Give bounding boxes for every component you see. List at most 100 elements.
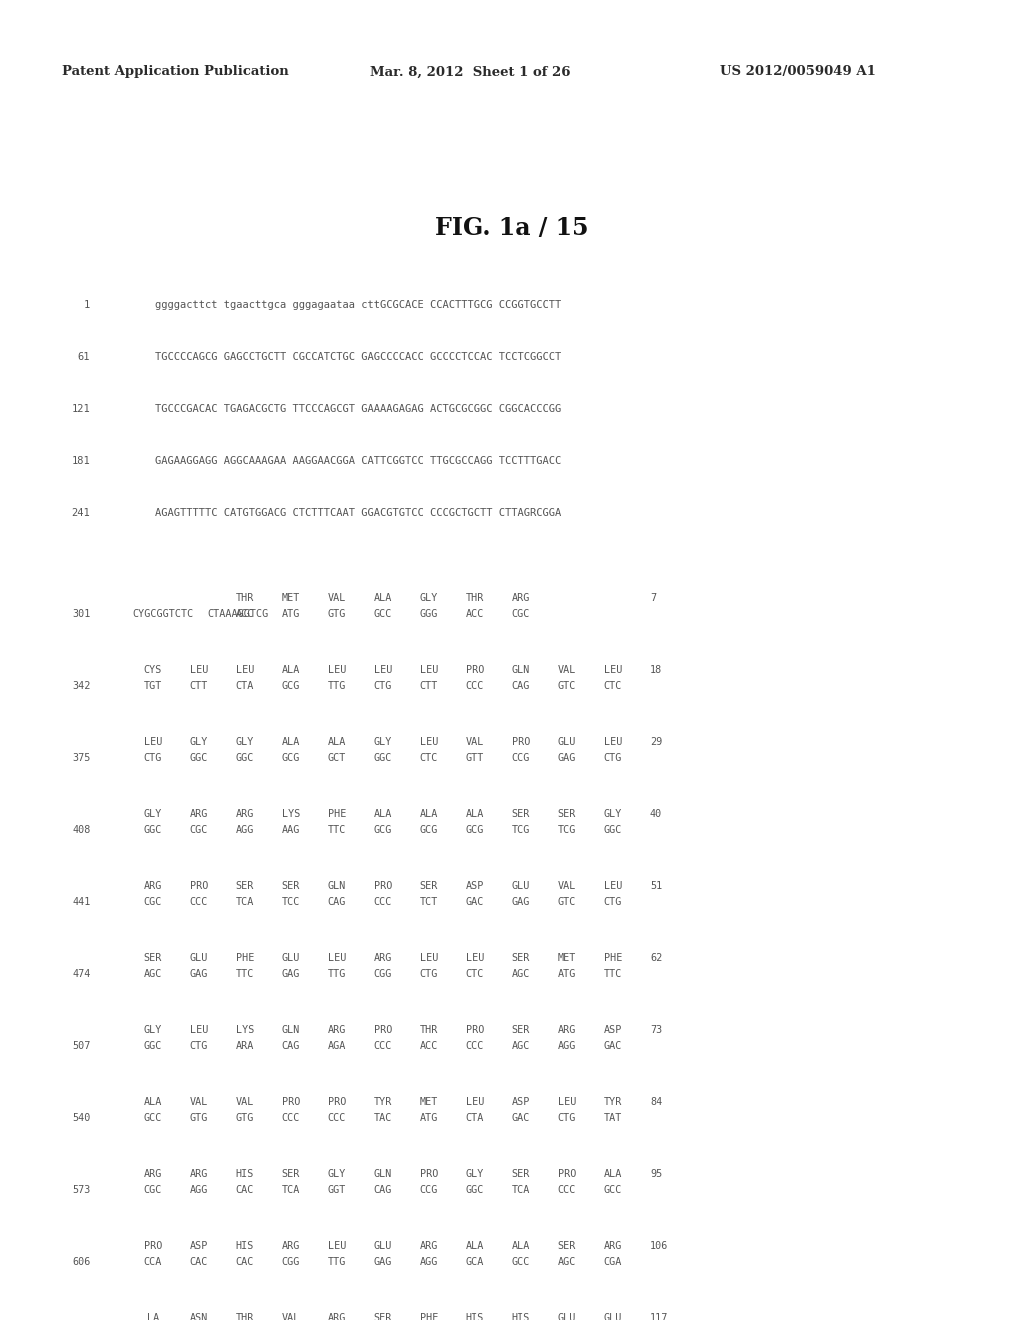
Text: ALA: ALA xyxy=(282,665,300,675)
Text: ATG: ATG xyxy=(282,609,300,619)
Text: CTG: CTG xyxy=(604,752,623,763)
Text: SER: SER xyxy=(282,880,300,891)
Text: GGC: GGC xyxy=(604,825,623,836)
Text: LEU: LEU xyxy=(374,665,392,675)
Text: GCC: GCC xyxy=(604,1185,623,1195)
Text: TCG: TCG xyxy=(558,825,577,836)
Text: GTT: GTT xyxy=(466,752,484,763)
Text: 62: 62 xyxy=(650,953,663,964)
Text: ALA: ALA xyxy=(282,737,300,747)
Text: GGC: GGC xyxy=(374,752,392,763)
Text: PRO: PRO xyxy=(466,665,484,675)
Text: TCA: TCA xyxy=(282,1185,300,1195)
Text: MET: MET xyxy=(420,1097,438,1107)
Text: LYS: LYS xyxy=(282,809,300,818)
Text: VAL: VAL xyxy=(466,737,484,747)
Text: CGA: CGA xyxy=(604,1257,623,1267)
Text: CGG: CGG xyxy=(282,1257,300,1267)
Text: 181: 181 xyxy=(72,455,90,466)
Text: PRO: PRO xyxy=(374,880,392,891)
Text: LEU: LEU xyxy=(189,665,208,675)
Text: GAG: GAG xyxy=(512,898,530,907)
Text: PRO: PRO xyxy=(512,737,530,747)
Text: GGT: GGT xyxy=(328,1185,346,1195)
Text: Mar. 8, 2012  Sheet 1 of 26: Mar. 8, 2012 Sheet 1 of 26 xyxy=(370,66,570,78)
Text: GAG: GAG xyxy=(558,752,577,763)
Text: ASP: ASP xyxy=(189,1241,208,1251)
Text: LEU: LEU xyxy=(466,953,484,964)
Text: ARG: ARG xyxy=(420,1241,438,1251)
Text: TCT: TCT xyxy=(420,898,438,907)
Text: CCA: CCA xyxy=(143,1257,162,1267)
Text: CCC: CCC xyxy=(558,1185,577,1195)
Text: GTC: GTC xyxy=(558,681,577,690)
Text: AGG: AGG xyxy=(189,1185,208,1195)
Text: AGAGTTTTTC CATGTGGACG CTCTTTCAAT GGACGTGTCC CCCGCTGCTT CTTAGRCGGA: AGAGTTTTTC CATGTGGACG CTCTTTCAAT GGACGTG… xyxy=(155,508,561,517)
Text: CTA: CTA xyxy=(236,681,254,690)
Text: SER: SER xyxy=(374,1313,392,1320)
Text: LEU: LEU xyxy=(604,880,623,891)
Text: 474: 474 xyxy=(73,969,91,979)
Text: AAG: AAG xyxy=(282,825,300,836)
Text: TYR: TYR xyxy=(374,1097,392,1107)
Text: 441: 441 xyxy=(73,898,91,907)
Text: LEU: LEU xyxy=(328,953,346,964)
Text: CAC: CAC xyxy=(236,1257,254,1267)
Text: LEU: LEU xyxy=(420,665,438,675)
Text: 61: 61 xyxy=(78,352,90,362)
Text: ASP: ASP xyxy=(604,1026,623,1035)
Text: GTG: GTG xyxy=(189,1113,208,1123)
Text: ALA: ALA xyxy=(420,809,438,818)
Text: 375: 375 xyxy=(73,752,91,763)
Text: SER: SER xyxy=(512,1170,530,1179)
Text: ALA: ALA xyxy=(374,593,392,603)
Text: CAC: CAC xyxy=(189,1257,208,1267)
Text: TGCCCGACAC TGAGACGCTG TTCCCAGCGT GAAAAGAGAG ACTGCGCGGC CGGCACCCGG: TGCCCGACAC TGAGACGCTG TTCCCAGCGT GAAAAGA… xyxy=(155,404,561,414)
Text: FIG. 1a / 15: FIG. 1a / 15 xyxy=(435,216,589,240)
Text: 29: 29 xyxy=(650,737,663,747)
Text: GLU: GLU xyxy=(558,1313,577,1320)
Text: ARG: ARG xyxy=(236,809,254,818)
Text: CCC: CCC xyxy=(466,681,484,690)
Text: Patent Application Publication: Patent Application Publication xyxy=(62,66,289,78)
Text: CCC: CCC xyxy=(189,898,208,907)
Text: LEU: LEU xyxy=(189,1026,208,1035)
Text: ALA: ALA xyxy=(374,809,392,818)
Text: VAL: VAL xyxy=(189,1097,208,1107)
Text: CTAAAGGTCG: CTAAAGGTCG xyxy=(208,609,268,619)
Text: TYR: TYR xyxy=(604,1097,623,1107)
Text: PHE: PHE xyxy=(328,809,346,818)
Text: PRO: PRO xyxy=(189,880,208,891)
Text: CTG: CTG xyxy=(374,681,392,690)
Text: PHE: PHE xyxy=(604,953,623,964)
Text: ACC: ACC xyxy=(420,1041,438,1051)
Text: ALA: ALA xyxy=(466,1241,484,1251)
Text: 301: 301 xyxy=(73,609,91,619)
Text: ARG: ARG xyxy=(604,1241,623,1251)
Text: AGG: AGG xyxy=(558,1041,577,1051)
Text: ARG: ARG xyxy=(328,1026,346,1035)
Text: GCC: GCC xyxy=(512,1257,530,1267)
Text: ASP: ASP xyxy=(466,880,484,891)
Text: 84: 84 xyxy=(650,1097,663,1107)
Text: CCC: CCC xyxy=(328,1113,346,1123)
Text: GCC: GCC xyxy=(374,609,392,619)
Text: CGC: CGC xyxy=(512,609,530,619)
Text: CTG: CTG xyxy=(604,898,623,907)
Text: PHE: PHE xyxy=(236,953,254,964)
Text: HIS: HIS xyxy=(512,1313,530,1320)
Text: LEU: LEU xyxy=(604,737,623,747)
Text: 117: 117 xyxy=(650,1313,669,1320)
Text: AGC: AGC xyxy=(512,969,530,979)
Text: GGG: GGG xyxy=(420,609,438,619)
Text: GCG: GCG xyxy=(282,752,300,763)
Text: 573: 573 xyxy=(73,1185,91,1195)
Text: PRO: PRO xyxy=(282,1097,300,1107)
Text: 121: 121 xyxy=(72,404,90,414)
Text: ARG: ARG xyxy=(143,1170,162,1179)
Text: 95: 95 xyxy=(650,1170,663,1179)
Text: TTC: TTC xyxy=(236,969,254,979)
Text: ARG: ARG xyxy=(328,1313,346,1320)
Text: TTG: TTG xyxy=(328,681,346,690)
Text: GLU: GLU xyxy=(374,1241,392,1251)
